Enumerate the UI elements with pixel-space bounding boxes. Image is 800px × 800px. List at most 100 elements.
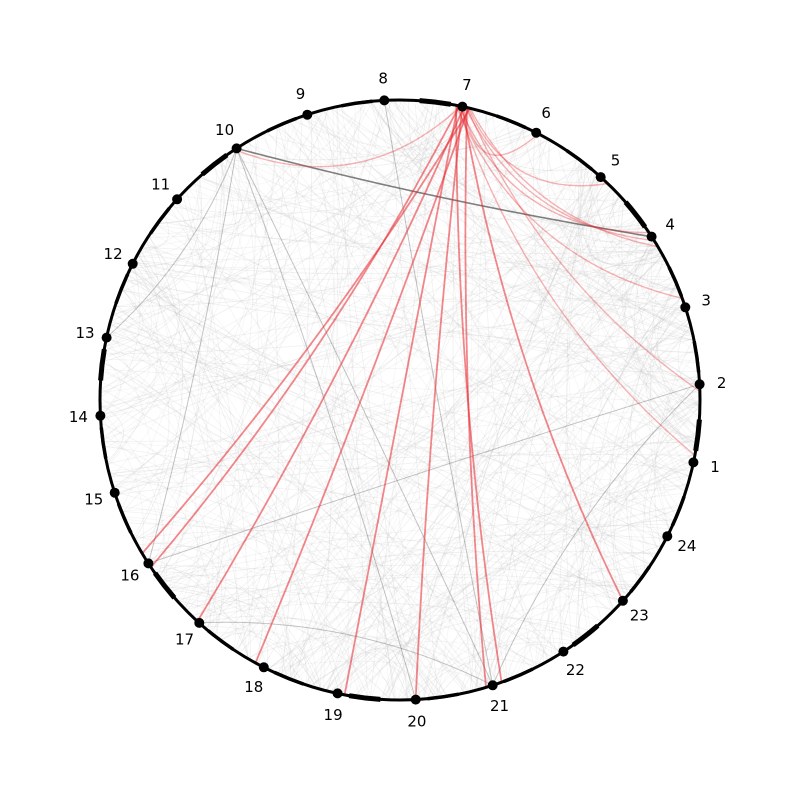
edge	[418, 100, 592, 172]
edge	[258, 102, 362, 665]
edge	[168, 564, 635, 592]
ring-arc-14	[99, 427, 108, 459]
edge	[390, 99, 693, 335]
edge	[648, 255, 693, 334]
edge	[414, 100, 697, 446]
edge	[130, 267, 694, 340]
edge	[133, 530, 630, 595]
edge	[161, 550, 658, 583]
edge	[331, 107, 694, 337]
edge	[423, 173, 597, 700]
ring-arc-2	[692, 341, 701, 373]
edge	[268, 631, 436, 699]
edge	[338, 318, 690, 694]
edge	[100, 162, 585, 411]
edge	[185, 518, 676, 611]
edge	[254, 107, 470, 664]
edge	[459, 105, 700, 385]
edge	[197, 178, 688, 316]
edge	[150, 233, 693, 466]
edge	[291, 322, 691, 680]
edge	[100, 417, 145, 554]
edge	[343, 105, 459, 695]
edge	[200, 244, 658, 625]
edge	[325, 645, 469, 693]
edge	[318, 162, 584, 689]
edge	[156, 224, 652, 565]
edge	[172, 203, 491, 687]
edge	[473, 237, 653, 691]
edge	[484, 112, 535, 669]
edge	[132, 263, 682, 302]
node-18	[258, 662, 269, 673]
edge	[191, 523, 674, 617]
edge	[177, 588, 291, 680]
edge	[505, 627, 562, 681]
edge	[100, 357, 122, 416]
edge	[262, 129, 531, 156]
edge	[140, 126, 279, 552]
edge	[482, 325, 692, 689]
node-24	[662, 531, 673, 542]
edge	[462, 106, 658, 247]
edge	[609, 195, 642, 228]
edge	[134, 188, 614, 540]
edge	[228, 153, 427, 700]
edge	[578, 159, 693, 471]
edge	[267, 394, 701, 670]
edge	[274, 127, 700, 387]
edge	[148, 101, 373, 238]
edge	[128, 249, 660, 280]
edge	[291, 119, 537, 151]
edge	[134, 248, 660, 275]
edge	[632, 285, 701, 403]
edge	[102, 440, 662, 548]
node-label-4: 4	[665, 216, 675, 234]
edge	[148, 402, 701, 564]
node-label-18: 18	[244, 678, 263, 696]
edge	[566, 164, 589, 634]
edge	[277, 125, 395, 700]
edge	[488, 629, 582, 687]
edge	[537, 133, 646, 229]
edge	[236, 147, 652, 238]
edge	[308, 583, 637, 687]
node-label-22: 22	[566, 661, 585, 679]
edge	[392, 99, 697, 449]
edge	[158, 116, 303, 579]
edge	[351, 466, 693, 697]
edge	[645, 381, 700, 440]
edge	[426, 407, 701, 699]
edge	[333, 580, 640, 694]
edge	[110, 321, 691, 477]
edge	[103, 109, 476, 446]
edge	[121, 511, 466, 694]
node-label-17: 17	[175, 630, 194, 648]
node-22	[558, 646, 569, 657]
dark-edges	[106, 100, 700, 700]
edge	[478, 110, 545, 165]
edge	[108, 329, 651, 565]
node-label-13: 13	[75, 324, 94, 342]
edge	[641, 251, 686, 309]
edge	[330, 459, 695, 693]
edge	[183, 583, 635, 608]
background-edges	[99, 99, 701, 701]
edge	[388, 100, 439, 698]
edge	[585, 180, 666, 266]
edge	[106, 148, 238, 338]
edge	[575, 295, 682, 644]
edge	[109, 105, 460, 327]
edge	[175, 598, 249, 659]
ring-arcs	[98, 98, 702, 702]
edge	[198, 177, 662, 254]
nodes	[95, 95, 705, 705]
edge	[630, 402, 701, 580]
edge	[114, 199, 624, 307]
edge	[121, 287, 170, 538]
edge	[113, 276, 674, 490]
edge	[110, 109, 324, 323]
node-3	[680, 302, 691, 313]
node-14	[95, 410, 106, 421]
edge	[266, 130, 643, 578]
